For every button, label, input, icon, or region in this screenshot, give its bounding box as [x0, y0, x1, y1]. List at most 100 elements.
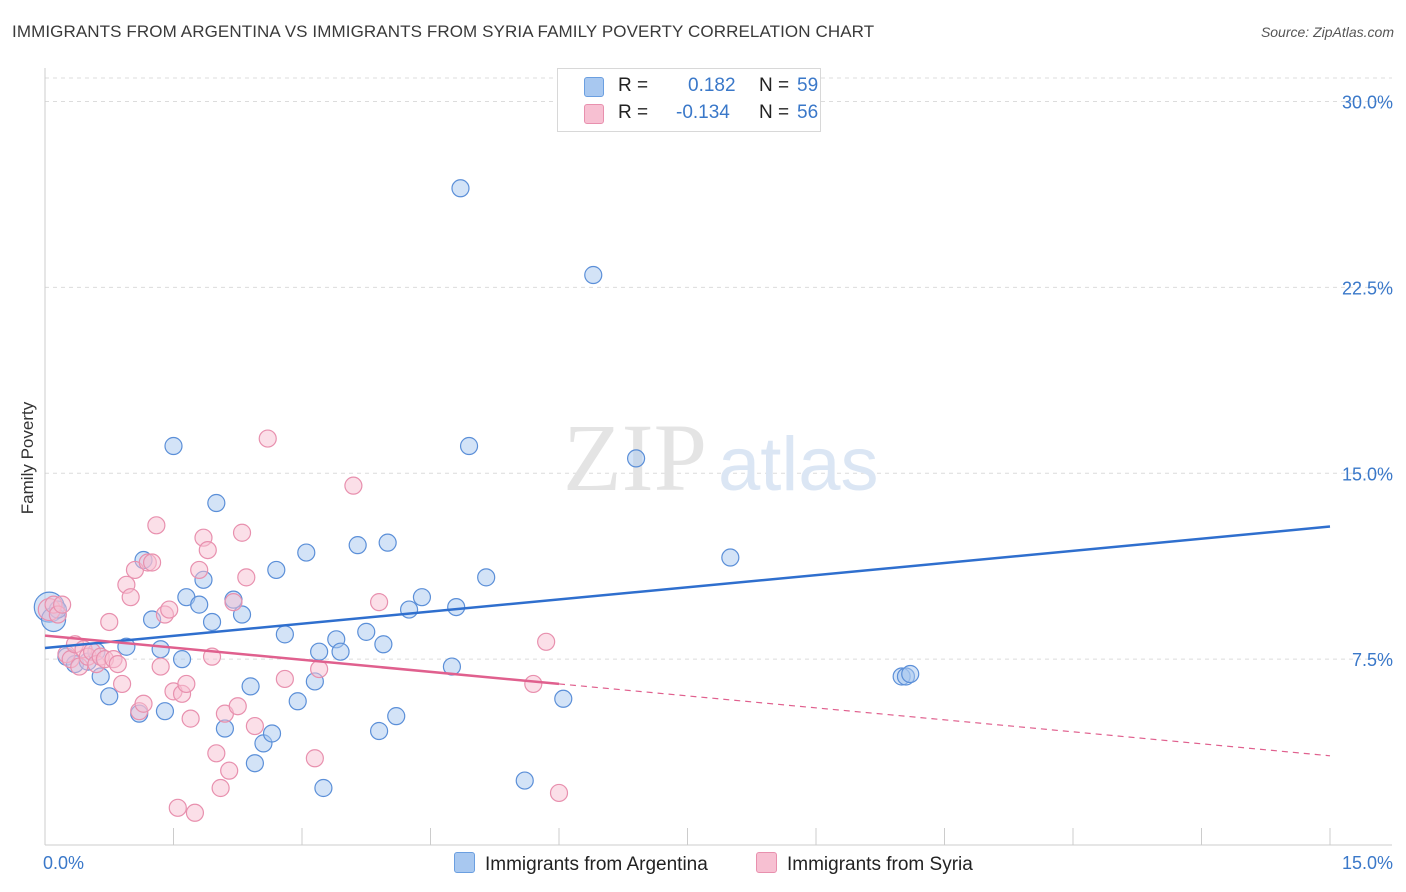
argentina-point	[387, 707, 406, 726]
syria-point	[207, 744, 226, 763]
trend-lines	[44, 525, 1331, 757]
syria-point	[160, 600, 179, 619]
argentina-point	[721, 548, 740, 567]
argentina-point	[314, 778, 333, 798]
syria-point	[112, 674, 132, 694]
y-tick-label: 30.0%	[1342, 93, 1393, 113]
syria-legend-label: Immigrants from Syria	[787, 854, 973, 875]
syria-point	[232, 523, 252, 542]
syria-point	[549, 783, 569, 803]
argentina-point	[288, 692, 307, 711]
chart-title: IMMIGRANTS FROM ARGENTINA VS IMMIGRANTS …	[12, 22, 875, 41]
argentina-trend-line	[44, 525, 1331, 650]
syria-trend-line	[44, 634, 560, 686]
argentina-point	[207, 493, 226, 513]
syria-trend-extension	[558, 683, 1331, 757]
argentina-point	[584, 265, 603, 285]
argentina-point	[515, 771, 534, 790]
argentina-legend-label: Immigrants from Argentina	[485, 854, 708, 875]
argentina-point	[267, 560, 286, 580]
argentina-point	[262, 724, 282, 743]
argentina-point	[412, 588, 432, 607]
syria-point	[524, 674, 543, 694]
axes	[44, 68, 1392, 846]
syria-point	[537, 632, 556, 651]
argentina-point	[459, 436, 479, 456]
syria-point	[275, 669, 294, 689]
syria-point	[121, 588, 140, 607]
syria-point	[198, 540, 217, 560]
n-label: N =	[759, 102, 790, 123]
syria-point	[53, 595, 72, 614]
syria-swatch	[584, 104, 604, 124]
argentina-point	[164, 436, 183, 456]
source-label: Source: ZipAtlas.com	[1260, 24, 1394, 40]
syria-point	[228, 697, 247, 716]
argentina-point	[447, 597, 466, 617]
x-tick-label: 0.0%	[43, 853, 84, 873]
argentina-legend-swatch	[454, 852, 475, 873]
argentina-point	[245, 754, 264, 773]
syria-point	[181, 709, 200, 728]
argentina-swatch	[584, 77, 604, 97]
legend-item-syria: Immigrants from Syria	[756, 852, 973, 876]
syria-point	[258, 429, 277, 448]
syria-n-value: 56	[797, 102, 819, 123]
argentina-point	[477, 568, 496, 587]
syria-r-value: -0.134	[676, 102, 730, 123]
watermark-atlas: atlas	[718, 422, 879, 507]
argentina-n-value: 59	[797, 75, 819, 96]
argentina-point	[275, 625, 294, 644]
r-label: R =	[618, 75, 649, 96]
argentina-point	[297, 543, 316, 562]
syria-point	[147, 516, 166, 535]
syria-point	[245, 716, 264, 736]
syria-point	[134, 694, 153, 713]
syria-point	[190, 560, 209, 580]
syria-point	[224, 593, 243, 612]
argentina-point	[172, 650, 192, 669]
argentina-point	[155, 702, 175, 721]
x-tick-label: 15.0%	[1342, 853, 1393, 873]
y-axis-label: Family Poverty	[18, 401, 37, 515]
argentina-point	[348, 536, 367, 555]
argentina-point	[370, 721, 389, 741]
legend-item-argentina: Immigrants from Argentina	[454, 852, 708, 876]
syria-point	[211, 778, 230, 798]
correlation-legend: R = 0.182 N = 59 R = -0.134 N = 56	[557, 68, 821, 132]
argentina-point	[901, 664, 920, 684]
argentina-point	[378, 533, 397, 552]
syria-points	[37, 429, 569, 822]
argentina-point	[626, 449, 646, 468]
syria-point	[177, 674, 196, 694]
argentina-point	[310, 642, 329, 661]
n-label: N =	[759, 75, 790, 96]
argentina-point	[190, 595, 209, 614]
argentina-point	[241, 677, 260, 696]
argentina-point	[331, 642, 350, 661]
argentina-point	[399, 600, 419, 619]
argentina-point	[202, 612, 222, 632]
syria-point	[344, 476, 363, 495]
syria-point	[100, 612, 119, 632]
argentina-r-value: 0.182	[688, 75, 736, 96]
syria-point	[185, 803, 205, 822]
y-tick-label: 15.0%	[1342, 464, 1393, 484]
syria-point	[142, 553, 162, 572]
syria-point	[220, 761, 239, 780]
syria-point	[168, 798, 187, 817]
syria-point	[305, 749, 324, 768]
y-tick-label: 22.5%	[1342, 278, 1393, 298]
syria-point	[151, 657, 170, 676]
syria-point	[108, 654, 127, 674]
tick-labels: 7.5% 15.0% 22.5% 30.0% 0.0% 15.0%	[43, 93, 1393, 873]
syria-point	[370, 593, 389, 612]
r-label: R =	[618, 102, 649, 123]
syria-point	[237, 568, 256, 587]
argentina-point	[374, 635, 393, 654]
argentina-point	[554, 689, 573, 708]
argentina-point	[151, 640, 170, 659]
argentina-point	[451, 179, 470, 198]
argentina-point	[100, 687, 119, 706]
